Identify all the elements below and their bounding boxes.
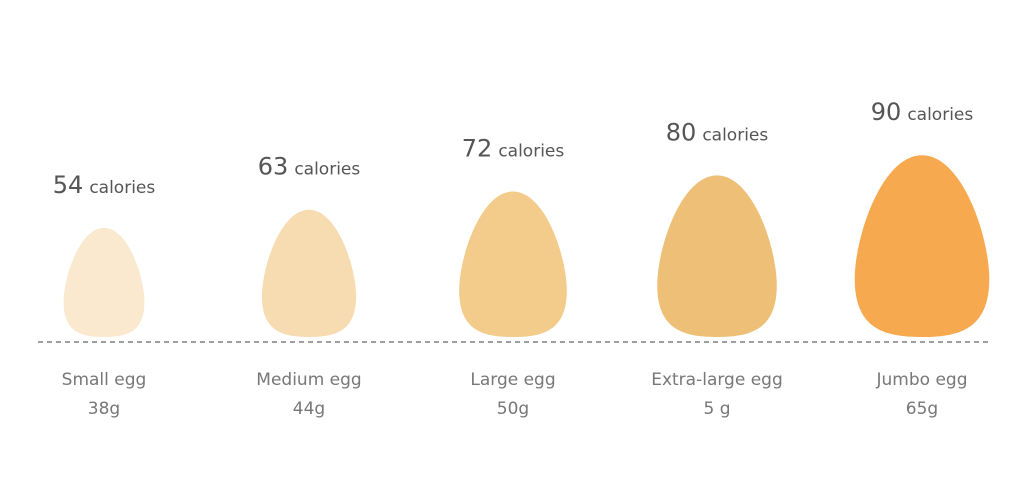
calorie-unit: calories bbox=[89, 178, 155, 198]
category-label: Medium egg bbox=[256, 370, 361, 390]
calorie-value: 54 bbox=[53, 171, 84, 199]
calorie-value: 80 bbox=[666, 118, 697, 146]
calorie-unit: calories bbox=[498, 142, 564, 162]
calorie-unit: calories bbox=[702, 125, 768, 145]
category-label: Small egg bbox=[62, 370, 147, 390]
calorie-label: 80 calories bbox=[666, 118, 769, 146]
weight-label: 65g bbox=[906, 399, 938, 419]
calorie-unit: calories bbox=[907, 105, 973, 125]
egg bbox=[63, 227, 145, 337]
calorie-value: 63 bbox=[258, 153, 289, 181]
category-label: Extra-large egg bbox=[651, 370, 783, 390]
calorie-label: 72 calories bbox=[462, 135, 565, 163]
weight-label: 50g bbox=[497, 399, 529, 419]
weight-label: 44g bbox=[293, 399, 325, 419]
calorie-value: 90 bbox=[871, 98, 902, 126]
calorie-unit: calories bbox=[294, 160, 360, 180]
weight-label: 5 g bbox=[703, 399, 730, 419]
weight-label: 38g bbox=[88, 399, 120, 419]
egg bbox=[261, 209, 357, 337]
egg bbox=[854, 155, 990, 337]
calorie-label: 63 calories bbox=[258, 153, 361, 181]
egg bbox=[657, 175, 777, 337]
egg bbox=[459, 191, 567, 337]
calorie-label: 54 calories bbox=[53, 171, 156, 199]
category-label: Jumbo egg bbox=[876, 370, 968, 390]
calorie-label: 90 calories bbox=[871, 98, 974, 126]
calorie-value: 72 bbox=[462, 135, 493, 163]
category-label: Large egg bbox=[470, 370, 555, 390]
